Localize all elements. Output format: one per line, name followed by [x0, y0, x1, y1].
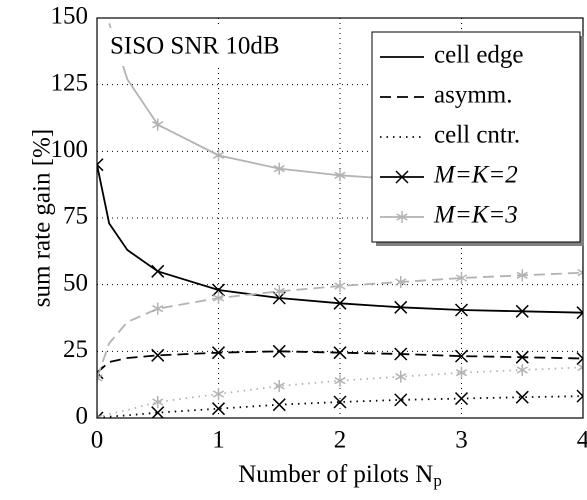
x-tick-label: 3 [455, 427, 468, 454]
marker [97, 372, 103, 384]
y-tick-label: 50 [63, 269, 88, 296]
marker [273, 162, 285, 175]
y-tick-label: 150 [51, 3, 89, 30]
x-tick-label: 1 [212, 427, 225, 454]
marker [394, 393, 408, 407]
marker [334, 280, 346, 292]
marker [454, 303, 469, 317]
x-axis-label: Number of pilots Np [238, 461, 442, 490]
marker [97, 412, 103, 418]
marker [212, 149, 225, 162]
legend-label: M=K=2 [433, 162, 518, 189]
marker [577, 266, 583, 279]
y-tick-label: 100 [51, 136, 89, 163]
legend: cell edge asymm. cell cntr. M=K=2 M=K=3 [371, 31, 584, 246]
marker [455, 272, 468, 284]
marker [515, 304, 529, 318]
marker [394, 347, 408, 361]
y-tick-label: 25 [63, 336, 88, 363]
marker [576, 389, 583, 403]
series-line [97, 350, 583, 374]
y-tick-label: 125 [51, 69, 89, 96]
marker [97, 158, 104, 172]
legend-label: asymm. [434, 82, 512, 109]
marker [577, 361, 583, 374]
marker [454, 392, 469, 406]
x-tick-label: 0 [91, 427, 104, 454]
legend-label: M=K=3 [433, 202, 518, 229]
marker [272, 344, 286, 358]
marker [333, 346, 347, 360]
marker [334, 169, 346, 182]
marker [515, 350, 529, 364]
series-line [97, 395, 583, 418]
marker [151, 348, 165, 362]
y-axis-label: sum rate gain [%] [29, 129, 56, 307]
marker [151, 264, 165, 278]
marker [152, 302, 164, 315]
marker [273, 380, 285, 392]
marker [455, 366, 468, 379]
marker [211, 346, 226, 360]
x-tick-label: 4 [577, 427, 587, 454]
marker [334, 374, 346, 387]
marker [395, 370, 407, 383]
y-tick-label: 75 [63, 203, 88, 230]
marker [516, 269, 528, 282]
marker [211, 402, 226, 416]
legend-label: cell edge [434, 42, 524, 69]
marker [272, 398, 286, 412]
marker [454, 349, 469, 363]
x-axis-label-text: Number of pilots N [238, 461, 433, 488]
y-tick-label: 0 [76, 403, 89, 430]
marker [97, 411, 104, 418]
marker [151, 406, 165, 418]
marker [152, 396, 164, 408]
legend-label: cell cntr. [434, 122, 520, 149]
marker [396, 211, 408, 223]
marker [211, 283, 226, 297]
marker [515, 390, 529, 404]
marker [152, 118, 164, 131]
x-axis-label-subscript: p [433, 471, 442, 490]
marker [516, 364, 528, 376]
marker [212, 292, 225, 304]
marker [395, 276, 407, 288]
marker [273, 285, 285, 298]
marker [212, 388, 225, 400]
marker [576, 352, 583, 366]
series-line [97, 271, 583, 379]
marker [576, 306, 583, 320]
x-tick-label: 2 [334, 427, 347, 454]
marker [333, 296, 347, 310]
marker [333, 395, 347, 409]
annotation: SISO SNR 10dB [110, 33, 280, 60]
marker [395, 170, 409, 184]
annotation-box [104, 28, 238, 66]
marker [394, 300, 408, 314]
